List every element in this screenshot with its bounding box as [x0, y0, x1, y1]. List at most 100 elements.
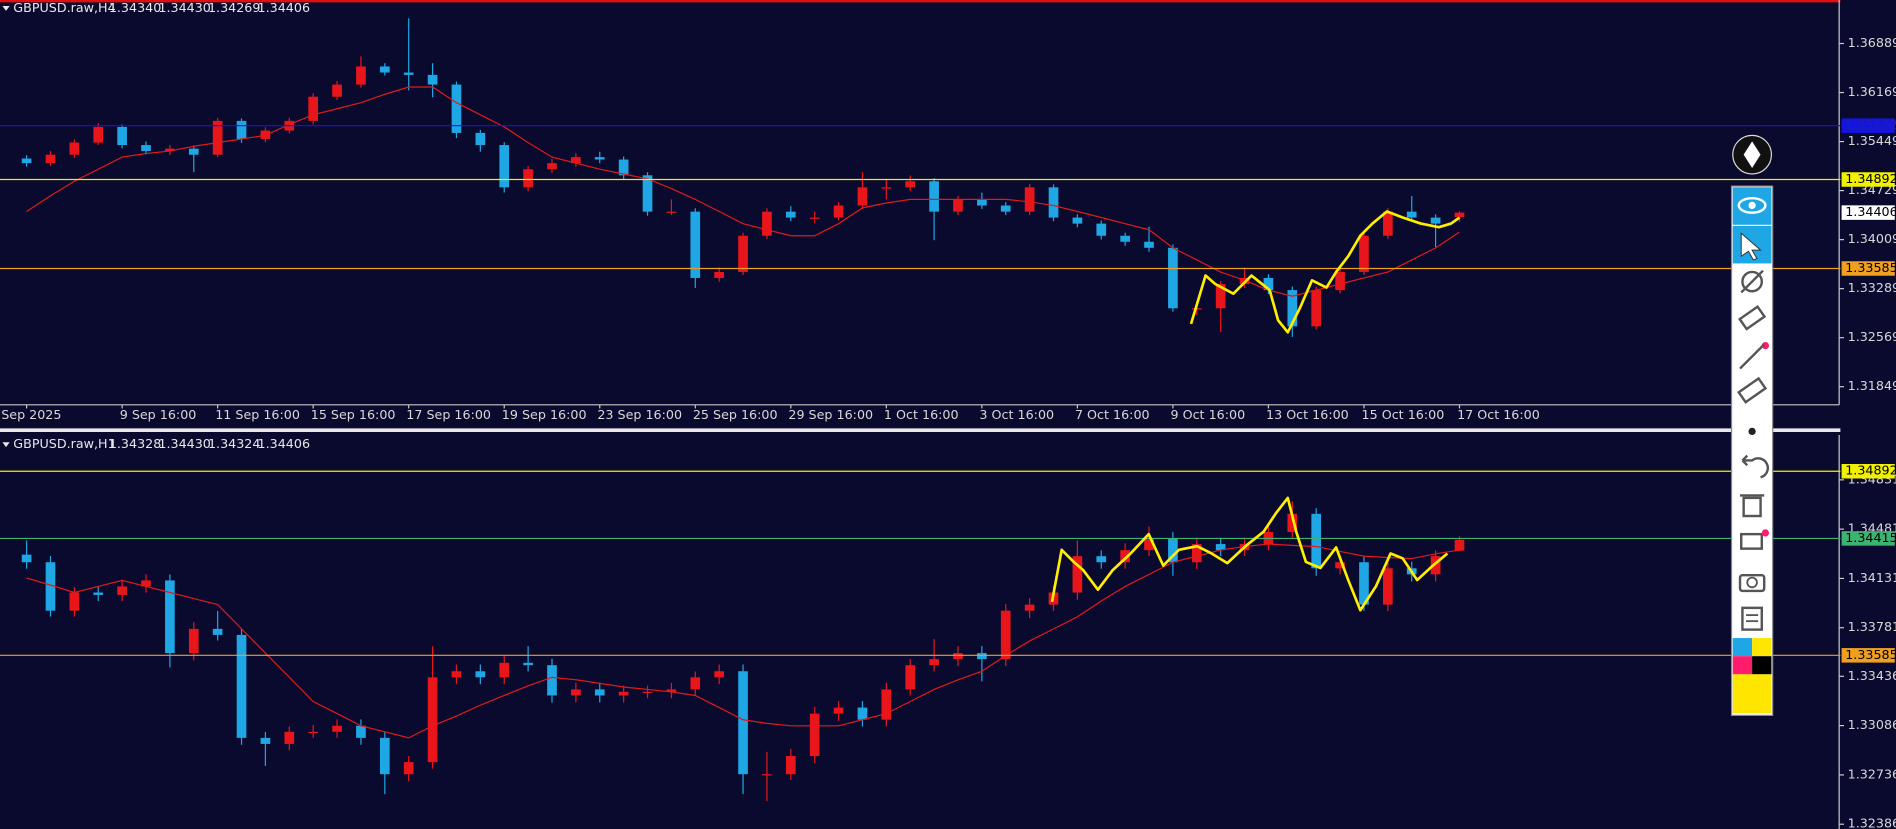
line-tool[interactable] — [1739, 343, 1766, 370]
candle-body — [212, 120, 223, 155]
color-swatch[interactable] — [1732, 638, 1753, 657]
price-level-box — [1841, 648, 1895, 663]
y-tick-label: 1.34009 — [1848, 231, 1896, 246]
pen-icon — [1743, 141, 1761, 168]
candle-body — [690, 677, 701, 690]
candle-body — [1072, 556, 1083, 593]
color-swatch[interactable] — [1752, 638, 1772, 657]
candle-body — [212, 628, 223, 635]
price-level-box — [1841, 118, 1895, 133]
candle-body — [1024, 187, 1035, 212]
current-color[interactable] — [1732, 674, 1772, 713]
candle-body — [93, 126, 104, 143]
y-tick-label: 1.31849 — [1848, 378, 1896, 393]
candle-body — [69, 592, 80, 611]
candle-body — [977, 199, 987, 206]
candle-body — [141, 145, 151, 152]
highlighter-tool[interactable] — [1737, 376, 1768, 404]
symbol: GBPUSD.raw,H1 — [13, 436, 115, 451]
candle-body — [379, 66, 390, 73]
candle-body — [1168, 247, 1178, 309]
eye-pupil — [1748, 201, 1756, 210]
clipboard-button[interactable] — [1741, 606, 1763, 631]
candle-body — [1406, 211, 1417, 218]
candle-body — [1430, 217, 1441, 224]
candle-body — [1311, 513, 1322, 569]
chart-header: GBPUSD.raw,H1 1.34328 1.34430 1.34324 1.… — [2, 436, 310, 451]
candle-body — [1191, 544, 1202, 563]
x-tick-label: 15 Oct 16:00 — [1362, 407, 1445, 422]
screenshot-button[interactable] — [1738, 574, 1766, 593]
moving-average — [26, 543, 1460, 739]
delete-button[interactable] — [1742, 496, 1762, 518]
candle-body — [714, 671, 724, 678]
eraser-tool[interactable] — [1741, 270, 1763, 293]
color-swatch[interactable] — [1732, 656, 1753, 675]
candle-body — [594, 689, 605, 696]
candle-body — [977, 653, 987, 660]
color-swatch[interactable] — [1752, 656, 1772, 675]
candle-body — [451, 671, 462, 678]
candle-body — [403, 72, 414, 75]
candle-body — [905, 181, 916, 188]
candle-body — [738, 671, 748, 775]
candle-body — [1359, 235, 1369, 272]
candle-body — [666, 211, 677, 213]
candle-body — [93, 592, 104, 595]
y-tick-label: 1.32736 — [1848, 766, 1896, 781]
x-tick-label: 17 Oct 16:00 — [1457, 407, 1540, 422]
y-tick-label: 1.33086 — [1848, 717, 1896, 732]
board-button[interactable] — [1740, 532, 1763, 550]
candle-body — [547, 163, 557, 170]
candle-body — [1430, 556, 1441, 575]
candle-body — [857, 707, 868, 720]
brush-size[interactable] — [1748, 427, 1756, 436]
color-dot — [1761, 341, 1770, 350]
candle-body — [1335, 562, 1345, 569]
x-tick-label: 15 Sep 16:00 — [311, 407, 396, 422]
candle-body — [260, 737, 271, 744]
candle-body — [188, 148, 199, 155]
candle-body — [1144, 241, 1154, 248]
candle-body — [117, 126, 127, 146]
candle-body — [953, 199, 963, 212]
undo-button[interactable] — [1741, 454, 1770, 479]
header-arrow — [2, 442, 10, 448]
candle-body — [1311, 290, 1322, 327]
candle-body — [117, 586, 127, 595]
candle-body — [188, 628, 199, 654]
candle-body — [356, 66, 366, 85]
candle-body — [332, 725, 342, 732]
candle-body — [236, 634, 247, 738]
candle-body — [714, 271, 724, 278]
candle-body — [1454, 539, 1465, 551]
price-level-label: 1.34892 — [1845, 463, 1896, 478]
candle-body — [308, 96, 319, 121]
marker-tool[interactable] — [1738, 304, 1767, 331]
candle-body — [1383, 568, 1393, 605]
candle-body — [642, 691, 653, 694]
candle-body — [1335, 271, 1345, 291]
candle-body — [738, 235, 748, 272]
candle-body — [1454, 212, 1465, 218]
low-price: 1.34269 — [208, 0, 260, 15]
x-tick-label: 11 Sep 16:00 — [215, 407, 300, 422]
price-level-label: 1.34406 — [1845, 204, 1896, 219]
candle-body — [1383, 211, 1393, 236]
candle-body — [881, 689, 892, 720]
candle-body — [523, 662, 533, 666]
candle-body — [284, 731, 295, 744]
candle-body — [833, 205, 844, 218]
candle-body — [165, 148, 175, 152]
symbol: GBPUSD.raw,H4 — [13, 0, 115, 15]
candle-body — [571, 157, 581, 164]
candle-body — [1263, 277, 1274, 291]
candle-body — [1287, 513, 1298, 532]
y-tick-label: 1.33436 — [1848, 668, 1896, 683]
x-tick-label: 17 Sep 16:00 — [406, 407, 491, 422]
candle-body — [1168, 538, 1178, 563]
candle-body — [451, 84, 462, 133]
x-tick-label: 19 Sep 16:00 — [502, 407, 587, 422]
